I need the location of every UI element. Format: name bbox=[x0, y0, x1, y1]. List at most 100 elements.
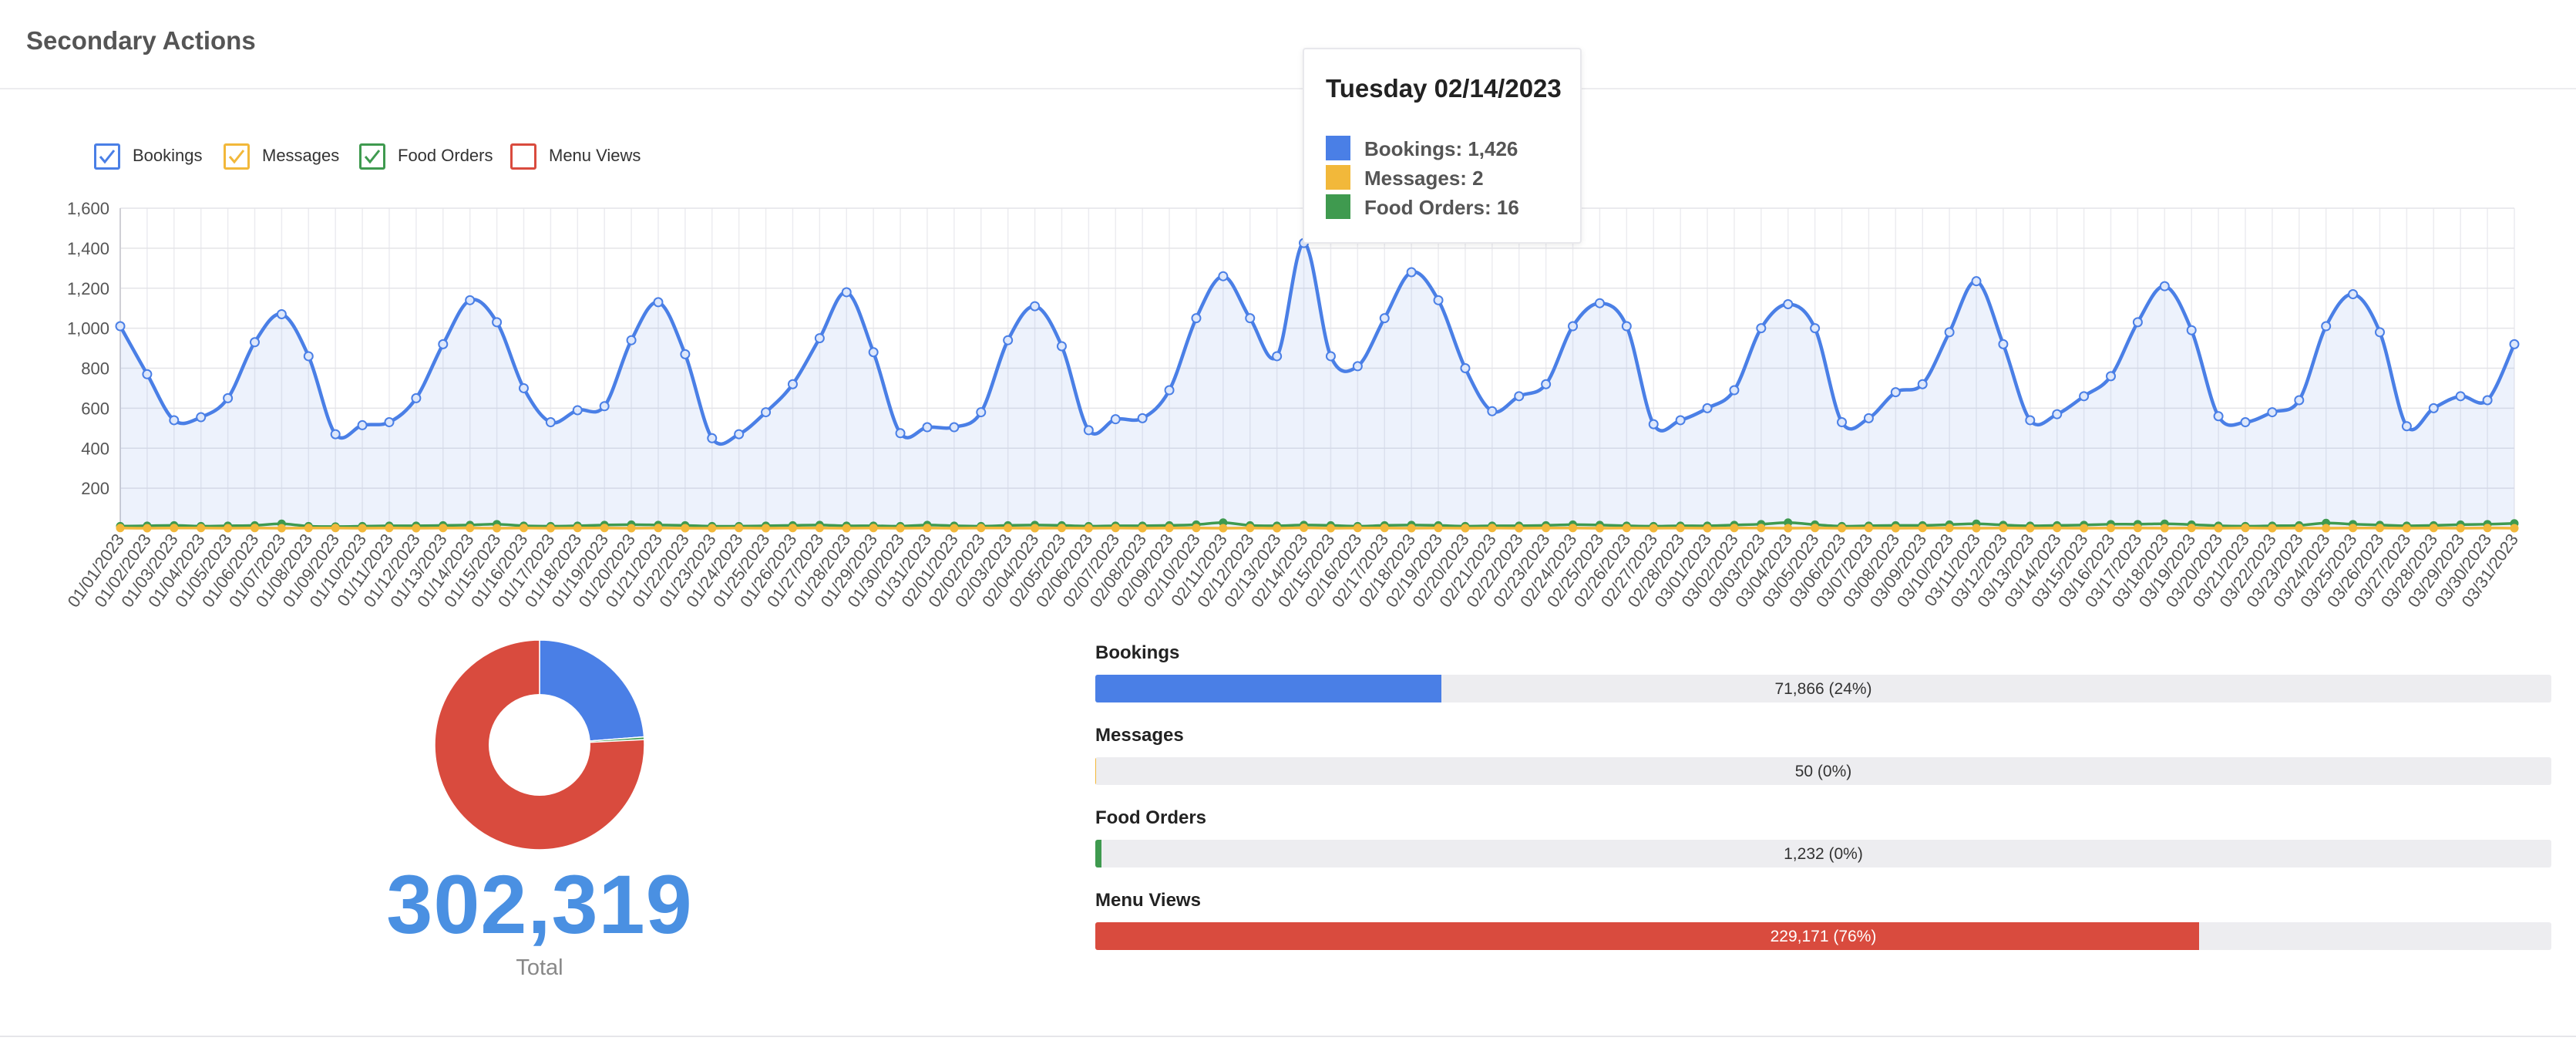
tooltip-label-bookings: Bookings: 1,426 bbox=[1364, 137, 1518, 160]
messages-point bbox=[1246, 524, 1255, 533]
bookings-point bbox=[1837, 417, 1848, 428]
messages-point bbox=[627, 524, 636, 533]
donut-chart bbox=[434, 639, 645, 851]
messages-point bbox=[2026, 524, 2035, 533]
messages-point bbox=[1273, 524, 1282, 533]
messages-point bbox=[1057, 524, 1066, 533]
messages-point bbox=[2187, 524, 2196, 533]
messages-point bbox=[2241, 524, 2250, 533]
bookings-point bbox=[1890, 387, 1901, 398]
messages-point bbox=[224, 524, 233, 533]
tooltip-swatch-messages bbox=[1326, 165, 1350, 190]
bookings-area bbox=[120, 243, 2514, 528]
messages-point bbox=[1353, 524, 1362, 533]
total-label: Total bbox=[516, 955, 563, 980]
messages-point bbox=[573, 524, 582, 533]
bookings-point bbox=[1352, 361, 1363, 372]
bar-value-menu-views: 229,171 (76%) bbox=[1770, 928, 1877, 945]
messages-point bbox=[331, 524, 340, 533]
bookings-point bbox=[2482, 395, 2493, 406]
checkmark-icon bbox=[228, 150, 245, 164]
bookings-point bbox=[2509, 339, 2520, 349]
bookings-points bbox=[115, 238, 2520, 443]
bookings-point bbox=[1863, 413, 1874, 423]
bookings-point bbox=[2025, 415, 2036, 426]
messages-point bbox=[1434, 524, 1443, 533]
messages-point bbox=[1945, 524, 1954, 533]
messages-point bbox=[385, 524, 394, 533]
bookings-point bbox=[572, 405, 583, 416]
bookings-point bbox=[518, 382, 529, 393]
messages-point bbox=[2160, 524, 2169, 533]
messages-point bbox=[2133, 524, 2142, 533]
bookings-point bbox=[1998, 339, 2009, 349]
bookings-point bbox=[2240, 417, 2251, 428]
bar-fill-food-orders bbox=[1095, 840, 1101, 868]
messages-point bbox=[1488, 524, 1497, 533]
bookings-point bbox=[411, 392, 422, 403]
messages-point bbox=[2456, 524, 2465, 533]
bar-fill-bookings bbox=[1095, 675, 1442, 702]
bookings-point bbox=[1110, 414, 1121, 425]
messages-point bbox=[1380, 524, 1389, 533]
messages-checkbox[interactable] bbox=[224, 143, 250, 170]
bookings-point bbox=[1729, 385, 1740, 396]
messages-point bbox=[2376, 524, 2385, 533]
legend-label-messages: Messages bbox=[262, 146, 340, 165]
bookings-point bbox=[1675, 415, 1686, 426]
bookings-point bbox=[2079, 391, 2090, 402]
messages-point bbox=[1622, 524, 1631, 533]
bookings-point bbox=[1137, 413, 1148, 423]
bookings-checkbox[interactable] bbox=[94, 143, 120, 170]
bookings-point bbox=[223, 392, 234, 403]
messages-point bbox=[170, 524, 179, 533]
bookings-point bbox=[599, 401, 610, 412]
bookings-point bbox=[1083, 425, 1094, 436]
messages-point bbox=[2349, 524, 2358, 533]
bookings-point bbox=[276, 308, 287, 319]
messages-point bbox=[842, 524, 851, 533]
tooltip-label-food-orders: Food Orders: 16 bbox=[1364, 196, 1519, 219]
bookings-point bbox=[1648, 419, 1659, 430]
messages-point bbox=[1972, 524, 1981, 533]
messages-point bbox=[1891, 524, 1900, 533]
bookings-point bbox=[1621, 321, 1632, 332]
messages-point bbox=[2295, 524, 2304, 533]
messages-point bbox=[1515, 524, 1524, 533]
bookings-point bbox=[2348, 289, 2359, 300]
bookings-point bbox=[1460, 363, 1471, 373]
bookings-point bbox=[2213, 411, 2224, 422]
bookings-point bbox=[1514, 391, 1525, 402]
menu-views-checkbox[interactable] bbox=[510, 143, 536, 170]
bar-track-messages: 50 (0%) bbox=[1095, 757, 2551, 785]
messages-point bbox=[2268, 524, 2277, 533]
messages-point bbox=[762, 524, 771, 533]
bookings-point bbox=[2294, 395, 2305, 406]
messages-point bbox=[950, 524, 959, 533]
messages-point bbox=[1326, 524, 1335, 533]
messages-point bbox=[1703, 524, 1712, 533]
bookings-point bbox=[1783, 299, 1794, 309]
bookings-point bbox=[2455, 391, 2466, 402]
tooltip-swatch-bookings bbox=[1326, 136, 1350, 160]
bar-track-food-orders: 1,232 (0%) bbox=[1095, 840, 2551, 868]
bar-track-menu-views: 229,171 (76%) bbox=[1095, 922, 2551, 950]
bookings-point bbox=[1056, 341, 1067, 352]
y-tick-label: 1,200 bbox=[67, 279, 109, 298]
checkmark-path bbox=[228, 150, 245, 164]
bookings-point bbox=[1406, 267, 1417, 278]
donut-hole bbox=[489, 694, 590, 796]
messages-point bbox=[1111, 524, 1120, 533]
bookings-point bbox=[707, 433, 718, 443]
messages-point bbox=[1811, 524, 1820, 533]
messages-point bbox=[1461, 524, 1470, 533]
messages-point bbox=[1999, 524, 2008, 533]
bookings-point bbox=[330, 429, 341, 440]
food-orders-checkbox[interactable] bbox=[359, 143, 385, 170]
messages-point bbox=[1757, 524, 1766, 533]
messages-point bbox=[1676, 524, 1685, 533]
bookings-point bbox=[2186, 325, 2197, 335]
section-title: Secondary Actions bbox=[26, 26, 256, 55]
messages-point bbox=[869, 524, 878, 533]
bookings-point bbox=[249, 337, 260, 348]
